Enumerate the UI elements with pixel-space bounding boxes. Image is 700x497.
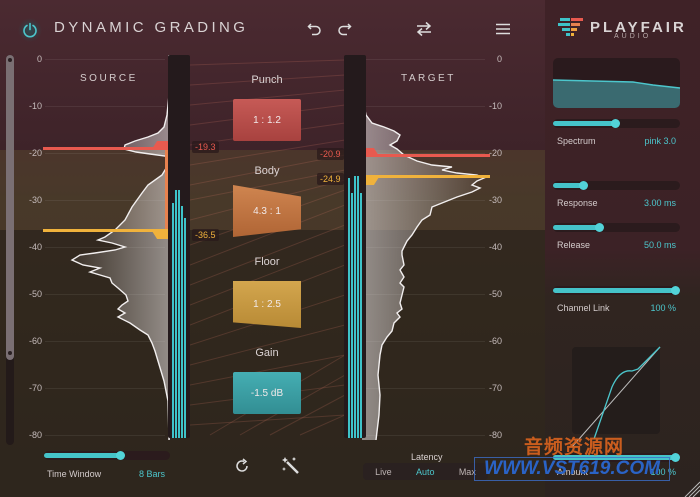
target-high-threshold-value[interactable]: -20.9	[317, 148, 344, 160]
scale-tick: 0	[36, 54, 42, 64]
undo-icon	[307, 23, 321, 36]
power-icon	[23, 22, 37, 38]
response-value: 3.00 ms	[643, 198, 676, 208]
resize-grip-icon[interactable]	[682, 480, 700, 497]
time-window-value: 8 Bars	[139, 469, 166, 479]
auto-match-button[interactable]	[281, 455, 301, 475]
refresh-icon	[236, 458, 248, 472]
punch-ratio-control[interactable]: 1 : 1.2	[233, 99, 301, 141]
scale-tick: -70	[488, 383, 502, 393]
scale-tick: -10	[28, 101, 42, 111]
scale-tick: -80	[488, 430, 502, 440]
time-window-slider[interactable]	[44, 451, 170, 460]
target-low-threshold-handle[interactable]	[362, 177, 379, 185]
spectrum-slider[interactable]	[553, 119, 680, 128]
source-low-threshold-line[interactable]	[43, 229, 168, 232]
release-label: Release	[557, 240, 591, 250]
source-body-range	[165, 150, 168, 230]
scale-tick: -50	[488, 289, 502, 299]
brand-name: PLAYFAIR	[590, 19, 687, 36]
redo-icon	[338, 23, 352, 36]
magic-wand-icon	[282, 457, 299, 474]
latency-option-live[interactable]: Live	[375, 466, 392, 477]
gain-value: -1.5 dB	[250, 387, 284, 399]
watermark-cn: 音频资源网	[524, 437, 625, 458]
target-label: TARGET	[401, 73, 456, 84]
scale-tick: -60	[488, 336, 502, 346]
latency-option-max[interactable]: Max	[458, 466, 476, 477]
source-high-threshold-handle[interactable]	[152, 141, 169, 149]
punch-label: Punch	[251, 74, 283, 86]
target-level-meter	[344, 55, 366, 438]
channel-link-value: 100 %	[650, 303, 676, 313]
reset-button[interactable]	[233, 457, 251, 475]
zoom-scrollbar-handle[interactable]	[6, 55, 14, 360]
scale-tick: -60	[28, 336, 42, 346]
spectrum-display	[553, 58, 680, 108]
latency-selector[interactable]: Live Auto Max	[363, 463, 488, 480]
response-label: Response	[557, 198, 598, 208]
gain-control[interactable]: -1.5 dB	[233, 372, 301, 414]
scale-tick: -70	[28, 383, 42, 393]
scale-tick: -30	[488, 195, 502, 205]
floor-label: Floor	[254, 256, 280, 268]
source-level-meter	[168, 55, 190, 438]
hamburger-menu-icon	[496, 23, 510, 35]
target-high-threshold-line[interactable]	[362, 154, 490, 157]
source-label: SOURCE	[80, 73, 138, 84]
spectrum-value: pink 3.0	[644, 136, 676, 146]
release-value: 50.0 ms	[643, 240, 676, 250]
watermark-en: WWW.VST619.COM	[474, 457, 670, 481]
scale-tick: -50	[28, 289, 42, 299]
playfair-logo-icon	[558, 18, 583, 36]
latency-label: Latency	[411, 452, 443, 462]
scale-tick: -40	[28, 242, 42, 252]
scale-tick: -80	[28, 430, 42, 440]
response-slider[interactable]	[553, 181, 680, 190]
source-high-threshold-line[interactable]	[43, 147, 168, 150]
time-window-label: Time Window	[47, 469, 102, 479]
brand-subtitle: AUDIO	[614, 33, 652, 40]
transfer-curve-display	[571, 346, 661, 448]
plugin-title: DYNAMIC GRADING	[54, 19, 249, 36]
body-ratio-value: 4.3 : 1	[253, 205, 281, 217]
floor-ratio-control[interactable]: 1 : 2.5	[233, 281, 301, 328]
spectrum-label: Spectrum	[557, 136, 596, 146]
scale-tick: -30	[28, 195, 42, 205]
source-low-threshold-handle[interactable]	[152, 231, 169, 239]
scale-tick: -40	[488, 242, 502, 252]
menu-button[interactable]	[492, 18, 514, 40]
swap-source-target-button[interactable]	[413, 18, 435, 40]
release-slider[interactable]	[553, 223, 680, 232]
scale-tick: -10	[488, 101, 502, 111]
target-low-threshold-line[interactable]	[362, 175, 490, 178]
source-low-threshold-value[interactable]: -36.5	[192, 229, 219, 241]
scale-tick: -20	[488, 148, 502, 158]
target-high-threshold-handle[interactable]	[362, 148, 379, 156]
swap-arrows-icon	[416, 21, 432, 37]
target-low-threshold-value[interactable]: -24.9	[317, 173, 344, 185]
scale-tick: 0	[496, 54, 502, 64]
body-label: Body	[254, 165, 280, 177]
punch-ratio-value: 1 : 1.2	[253, 114, 281, 126]
source-high-threshold-value[interactable]: -19.3	[192, 141, 219, 153]
redo-button[interactable]	[333, 18, 355, 40]
power-button[interactable]	[18, 18, 42, 42]
channel-link-slider[interactable]	[553, 286, 680, 295]
latency-option-auto[interactable]: Auto	[415, 466, 435, 477]
floor-ratio-value: 1 : 2.5	[253, 299, 281, 310]
channel-link-label: Channel Link	[557, 303, 610, 313]
undo-button[interactable]	[304, 18, 326, 40]
target-histogram	[362, 55, 486, 440]
source-histogram	[70, 55, 170, 440]
gain-label: Gain	[255, 347, 279, 359]
amount-label: Amount	[557, 467, 589, 477]
amount-value: 100 %	[650, 467, 676, 477]
scale-tick: -20	[28, 148, 42, 158]
